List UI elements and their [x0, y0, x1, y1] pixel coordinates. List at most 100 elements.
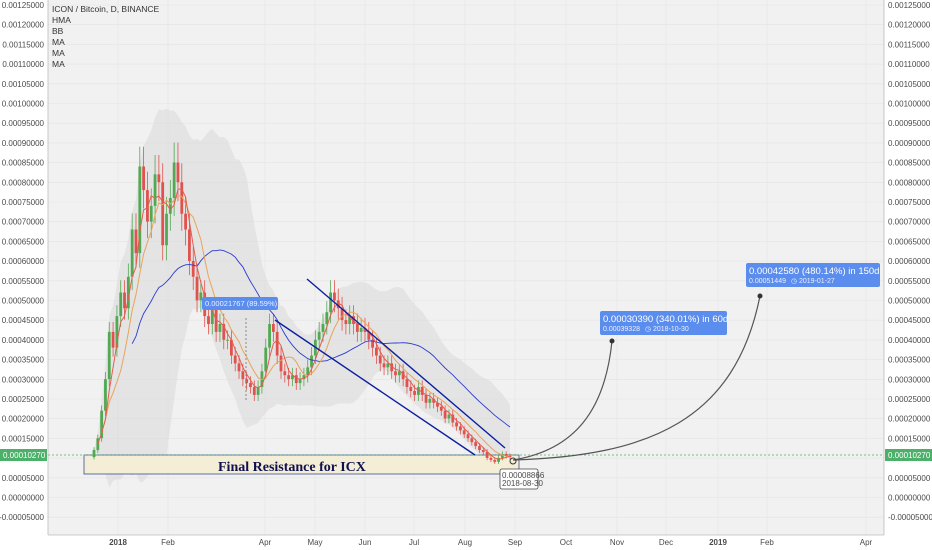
candle-body	[123, 292, 126, 309]
x-tick-label: Sep	[508, 538, 523, 547]
candle-body	[321, 324, 325, 332]
y-tick-label-left: 0.00070000	[2, 218, 45, 227]
y-tick-label-right: 0.00090000	[888, 139, 931, 148]
candle-body	[340, 308, 344, 321]
x-tick-label: May	[307, 538, 322, 547]
target-2-date: 2019-01-27	[799, 278, 835, 285]
candle-body	[355, 324, 359, 332]
candle-body	[252, 387, 256, 395]
candle-body	[153, 174, 157, 206]
candle-body	[424, 394, 428, 403]
candle-body	[333, 292, 336, 301]
y-tick-label-left: 0.00115000	[2, 40, 44, 49]
x-tick-label: Feb	[161, 538, 175, 547]
candle-body	[283, 371, 287, 376]
candle-body	[157, 174, 161, 183]
projection-curve-1	[512, 340, 613, 461]
candle-body	[115, 316, 119, 348]
y-tick-label-left: 0.00045000	[2, 316, 45, 325]
x-tick-label: Jul	[409, 538, 419, 547]
candle-body	[386, 363, 390, 368]
y-tick-label-right: 0.00115000	[888, 40, 930, 49]
candle-body	[291, 375, 294, 380]
y-tick-label-left: 0.00075000	[2, 198, 45, 207]
resistance-label: Final Resistance for ICX	[218, 460, 366, 475]
y-tick-label-right: 0.00085000	[888, 159, 931, 168]
candle-body	[195, 276, 199, 301]
candle-body	[458, 426, 462, 431]
y-tick-label-right: 0.00100000	[888, 100, 931, 109]
trend-lines	[274, 278, 506, 456]
y-tick-label-left: 0.00055000	[2, 277, 45, 286]
candle-body	[222, 324, 226, 340]
y-tick-label-left: 0.00095000	[2, 119, 45, 128]
candle-body	[237, 363, 241, 372]
y-tick-label-left: 0.00015000	[2, 434, 45, 443]
low-label: 0.00008866 2018-08-30	[499, 468, 545, 490]
x-tick-label: Aug	[458, 538, 472, 547]
target-1-date: 2018-10-30	[653, 326, 689, 333]
candle-body	[249, 383, 252, 388]
y-tick-label-right: 0.00020000	[888, 415, 931, 424]
candle-body	[481, 450, 485, 453]
candle-body	[298, 379, 302, 384]
candle-body	[134, 229, 138, 254]
y-tick-label-right: 0.00030000	[888, 375, 931, 384]
candle-body	[207, 316, 210, 325]
candle-body	[126, 276, 130, 309]
hma-line	[97, 188, 511, 460]
candle-body	[233, 355, 237, 364]
candle-body	[268, 324, 271, 348]
target-2-main: 0.00042580 (480.14%) in 150d	[749, 266, 879, 277]
candle-body	[455, 422, 458, 427]
candle-body	[344, 320, 348, 325]
candle-body	[264, 347, 268, 372]
candle-body	[336, 300, 340, 309]
candle-body	[180, 182, 184, 214]
y-tick-label-left: 0.00065000	[2, 237, 45, 246]
target-1-clock-icon: ◷	[645, 326, 651, 333]
bollinger-band-fill	[94, 108, 510, 488]
candle-body	[397, 371, 401, 376]
candle-body	[390, 363, 394, 372]
low-point	[509, 457, 517, 465]
y-tick-label-right: 0.00000000	[888, 494, 931, 503]
y-tick-label-right: 0.00055000	[888, 277, 931, 286]
candle-body	[405, 379, 409, 388]
candle-body	[146, 190, 149, 222]
candle-body	[413, 390, 416, 395]
legend-item: BB	[52, 26, 64, 36]
candle-body	[168, 197, 172, 214]
last-price-tags: 0.00010270 0.00010270	[0, 449, 932, 461]
low-label-box	[499, 468, 539, 490]
candle-body	[294, 375, 298, 384]
y-tick-label-left: 0.00090000	[2, 139, 45, 148]
candle-body	[188, 229, 191, 261]
y-tick-label-right: 0.00070000	[888, 218, 931, 227]
candle-body	[149, 205, 153, 222]
candle-body	[271, 324, 275, 332]
range-label: 0.00021767 (89.59%) 2177	[205, 299, 296, 308]
candle-body	[466, 434, 470, 439]
y-tick-label-right: 0.00065000	[888, 237, 931, 246]
grid	[48, 0, 884, 535]
candle-body	[470, 438, 474, 443]
x-tick-label: Dec	[659, 538, 673, 547]
y-tick-label-right: 0.00095000	[888, 119, 931, 128]
target-1-main: 0.00030390 (340.01%) in 60d	[603, 314, 728, 325]
target-2-box: 0.00042580 (480.14%) in 150d 0.00051449 …	[746, 263, 880, 287]
range-measure: 0.00021767 (89.59%) 2177	[202, 297, 296, 400]
y-tick-label-right: 0.00120000	[888, 21, 931, 30]
candle-body	[489, 457, 493, 460]
x-tick-label: Apr	[259, 538, 272, 547]
y-tick-label-left: 0.00000000	[2, 494, 45, 503]
candle-body	[245, 379, 249, 384]
trend-line-upper	[306, 278, 506, 449]
candle-body	[130, 229, 134, 277]
candle-body	[138, 166, 142, 254]
y-tick-label-left: 0.00030000	[2, 375, 45, 384]
candle-body	[165, 213, 168, 246]
candle-body	[92, 450, 96, 458]
y-tick-label-right: 0.00080000	[888, 178, 931, 187]
